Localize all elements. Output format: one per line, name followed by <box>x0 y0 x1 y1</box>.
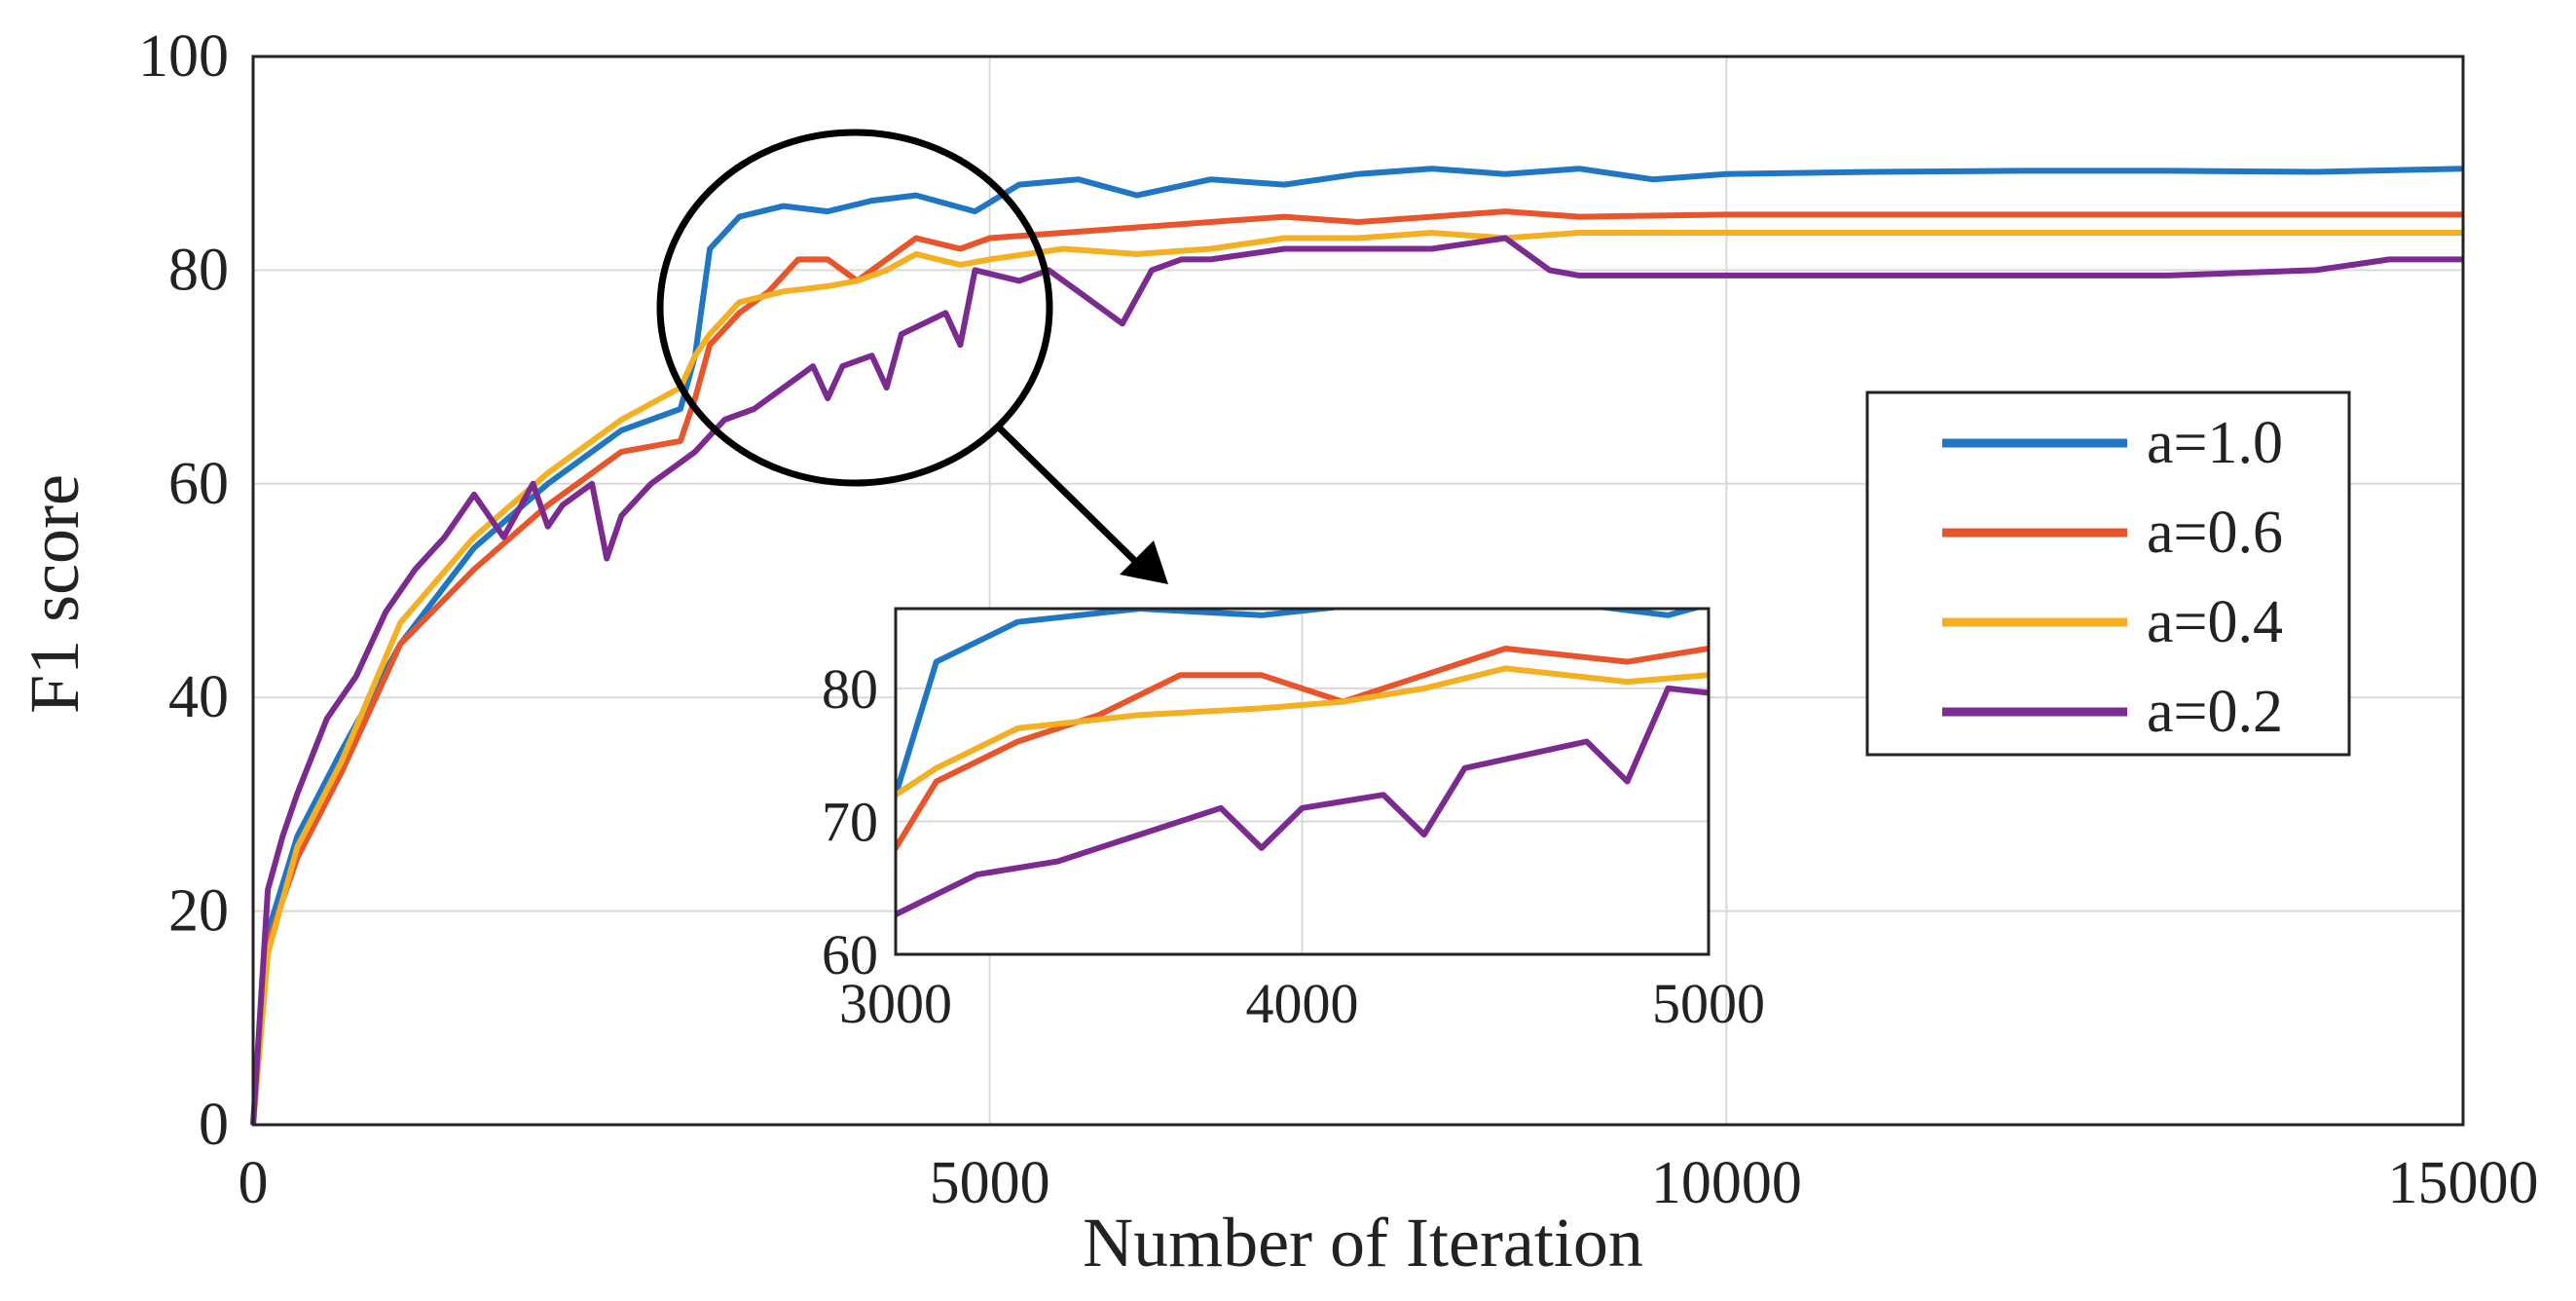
inset-x-tick-label: 4000 <box>1246 972 1359 1035</box>
zoom-arrow-line <box>995 424 1147 573</box>
legend-label: a=0.4 <box>2147 589 2283 655</box>
y-tick-label: 20 <box>168 878 229 945</box>
inset-tick-labels: 3000 4000 5000 60 70 80 <box>822 657 1765 1035</box>
inset-zoom-plot: 3000 4000 5000 60 70 80 <box>822 607 1765 1035</box>
zoom-highlight-ellipse <box>656 129 1053 487</box>
x-tick-label: 5000 <box>930 1150 1050 1216</box>
inset-x-tick-label: 3000 <box>839 972 952 1035</box>
legend-label: a=0.2 <box>2147 679 2283 745</box>
main-series-lines <box>250 166 2464 1126</box>
legend: a=1.0 a=0.6 a=0.4 a=0.2 <box>1865 390 2351 757</box>
inset-y-tick-label: 70 <box>822 790 878 853</box>
inset-x-tick-label: 5000 <box>1652 972 1765 1035</box>
legend-label: a=1.0 <box>2147 410 2283 476</box>
legend-label: a=0.6 <box>2147 500 2283 566</box>
inset-series-line-a=1.0 <box>896 609 1704 800</box>
x-tick-label: 0 <box>239 1150 269 1216</box>
x-tick-label: 10000 <box>1651 1150 1802 1216</box>
main-plot-frame <box>251 55 2465 1127</box>
y-tick-label: 40 <box>168 664 229 730</box>
y-tick-label: 0 <box>199 1092 229 1158</box>
y-axis-label: F1 score <box>16 474 93 714</box>
y-tick-label: 80 <box>168 237 229 303</box>
main-tick-labels: 0 5000 10000 15000 0 20 40 60 80 100 <box>138 23 2539 1216</box>
series-line-a=0.6 <box>250 208 2463 1126</box>
inset-frame <box>894 607 1711 956</box>
x-axis-label: Number of Iteration <box>1083 1204 1643 1282</box>
inset-y-tick-label: 60 <box>822 923 878 986</box>
inset-series-line-a=0.6 <box>896 646 1709 853</box>
series-line-a=0.2 <box>250 235 2463 1126</box>
series-line-a=0.4 <box>250 230 2463 1126</box>
x-tick-label: 15000 <box>2388 1150 2539 1216</box>
inset-series-lines <box>896 609 1709 918</box>
legend-box <box>1865 390 2351 757</box>
inset-series-line-a=0.4 <box>896 665 1709 799</box>
inset-y-tick-label: 80 <box>822 657 878 721</box>
y-tick-label: 100 <box>138 23 229 90</box>
inset-series-line-a=0.2 <box>896 685 1709 918</box>
zoom-arrow-head <box>1120 540 1168 584</box>
y-tick-label: 60 <box>168 451 229 517</box>
legend-items: a=1.0 a=0.6 a=0.4 a=0.2 <box>1942 410 2283 745</box>
